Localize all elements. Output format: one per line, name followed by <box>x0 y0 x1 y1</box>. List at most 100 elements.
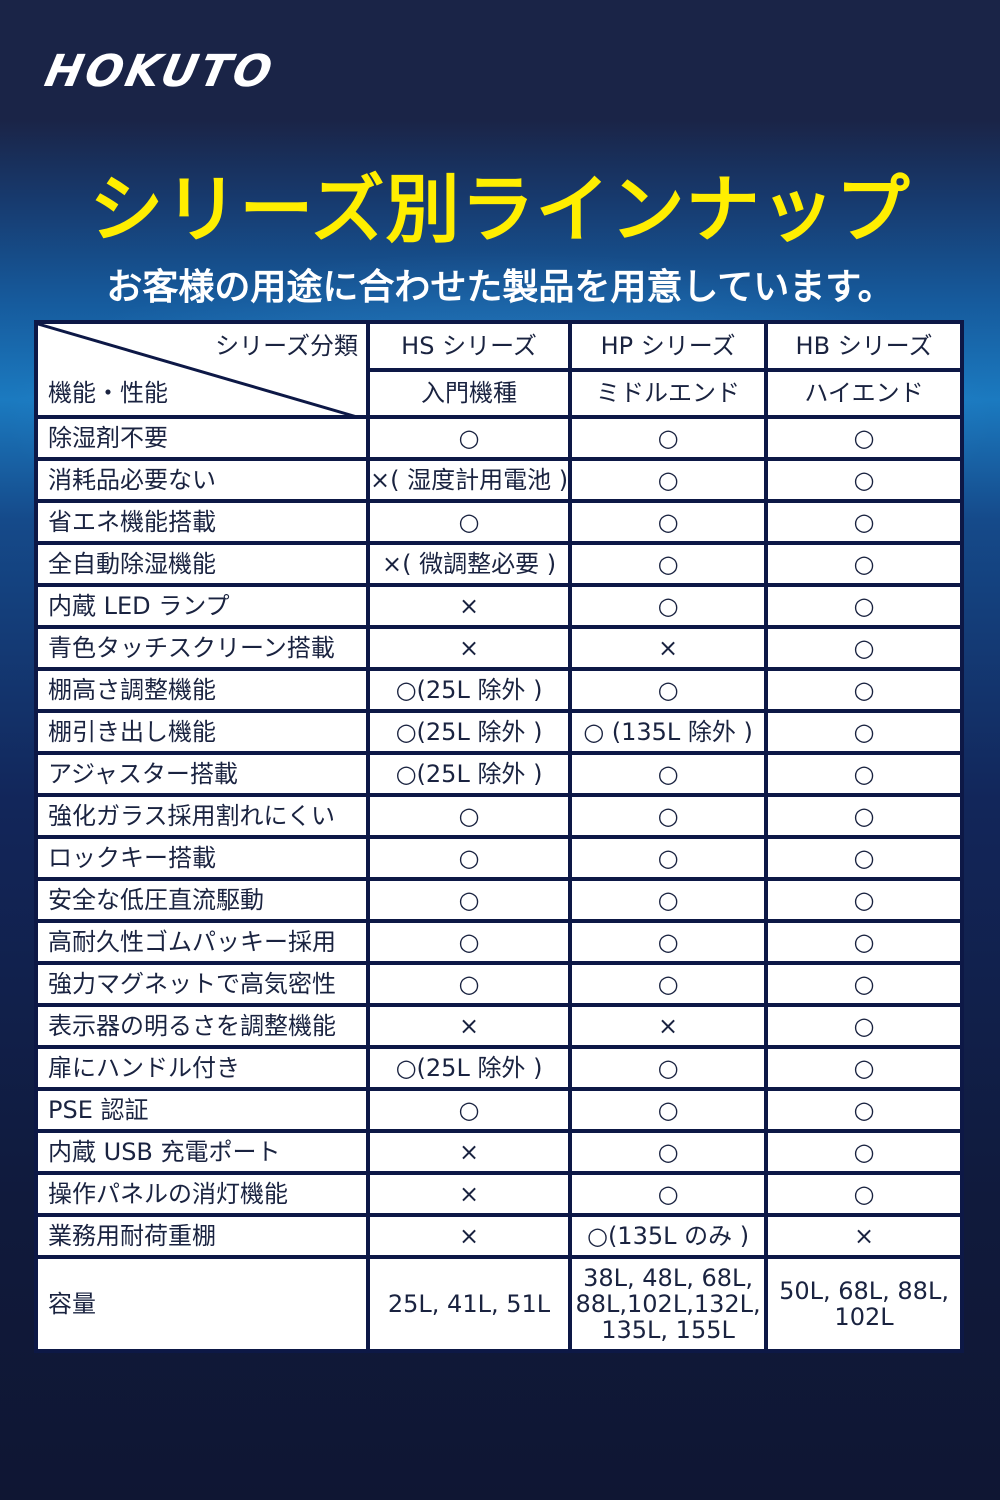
feature-cell: 扉にハンドル付き <box>34 1045 370 1091</box>
value-cell-hs: ○ <box>365 1087 573 1133</box>
feature-cell: アジャスター搭載 <box>34 751 370 797</box>
value-cell-hb: ○ <box>764 625 964 671</box>
feature-cell: ロックキー搭載 <box>34 835 370 881</box>
value-cell-hp: × <box>568 625 769 671</box>
value-cell-hs: × <box>365 1171 573 1217</box>
capacity-hp: 38L, 48L, 68L, 88L,102L,132L, 135L, 155L <box>568 1255 769 1353</box>
series-category-label: シリーズ分類 <box>215 332 358 360</box>
feature-cell: 操作パネルの消灯機能 <box>34 1171 370 1217</box>
series-comparison-table: シリーズ分類 機能・性能 HS シリーズ HP シリーズ HB シリーズ 入門機… <box>34 320 964 1353</box>
value-cell-hp: ○ <box>568 793 769 839</box>
value-cell-hb: ○ <box>764 1129 964 1175</box>
value-cell-hs: ○ <box>365 415 573 461</box>
value-cell-hs: ○ <box>365 961 573 1007</box>
table-row: 青色タッチスクリーン搭載 × × ○ <box>34 625 964 671</box>
value-cell-hs: ○ <box>365 793 573 839</box>
header-row-series: シリーズ分類 機能・性能 HS シリーズ HP シリーズ HB シリーズ <box>34 320 964 419</box>
page-title: シリーズ別ラインナップ <box>89 167 911 253</box>
value-cell-hp: ○ <box>568 1087 769 1133</box>
feature-cell: 高耐久性ゴムパッキー採用 <box>34 919 370 965</box>
table-row: 強化ガラス採用割れにくい ○ ○ ○ <box>34 793 964 839</box>
feature-cell: 青色タッチスクリーン搭載 <box>34 625 370 671</box>
value-cell-hp: ○ <box>568 541 769 587</box>
value-cell-hs: ○ <box>365 835 573 881</box>
corner-header-cell: シリーズ分類 機能・性能 <box>34 320 370 419</box>
value-cell-hb: ○ <box>764 1045 964 1091</box>
page-subtitle: お客様の用途に合わせた製品を用意しています。 <box>106 267 894 308</box>
feature-cell: 消耗品必要ない <box>34 457 370 503</box>
feature-cell: 内蔵 USB 充電ポート <box>34 1129 370 1175</box>
table-row: 高耐久性ゴムパッキー採用 ○ ○ ○ <box>34 919 964 965</box>
feature-cell: PSE 認証 <box>34 1087 370 1133</box>
value-cell-hs: ○ <box>365 499 573 545</box>
table-row: 内蔵 LED ランプ × ○ ○ <box>34 583 964 629</box>
capacity-label: 容量 <box>34 1255 370 1353</box>
value-cell-hb: ○ <box>764 583 964 629</box>
value-cell-hp: ○ <box>568 961 769 1007</box>
value-cell-hb: ○ <box>764 1171 964 1217</box>
value-cell-hs: × <box>365 1003 573 1049</box>
feature-cell: 安全な低圧直流駆動 <box>34 877 370 923</box>
capacity-hs: 25L, 41L, 51L <box>365 1255 573 1353</box>
value-cell-hs: ○ <box>365 919 573 965</box>
value-cell-hp: ○(135L のみ ) <box>568 1213 769 1259</box>
table-row: ロックキー搭載 ○ ○ ○ <box>34 835 964 881</box>
value-cell-hb: ○ <box>764 499 964 545</box>
value-cell-hs: ×( 微調整必要 ) <box>365 541 573 587</box>
feature-label: 機能・性能 <box>48 379 168 407</box>
value-cell-hs: × <box>365 1129 573 1175</box>
value-cell-hp: ○ <box>568 583 769 629</box>
value-cell-hp: ○ (135L 除外 ) <box>568 709 769 755</box>
table-row: 表示器の明るさを調整機能 × × ○ <box>34 1003 964 1049</box>
series-header-hs: HS シリーズ <box>365 320 573 372</box>
value-cell-hb: ○ <box>764 919 964 965</box>
value-cell-hp: ○ <box>568 877 769 923</box>
value-cell-hb: ○ <box>764 457 964 503</box>
value-cell-hp: × <box>568 1003 769 1049</box>
value-cell-hs: ○(25L 除外 ) <box>365 1045 573 1091</box>
table-row: 全自動除湿機能 ×( 微調整必要 ) ○ ○ <box>34 541 964 587</box>
value-cell-hb: ○ <box>764 1003 964 1049</box>
value-cell-hp: ○ <box>568 457 769 503</box>
table-row: 強力マグネットで高気密性 ○ ○ ○ <box>34 961 964 1007</box>
value-cell-hs: ×( 湿度計用電池 ) <box>365 457 573 503</box>
value-cell-hp: ○ <box>568 1171 769 1217</box>
feature-cell: 強化ガラス採用割れにくい <box>34 793 370 839</box>
table-row: 棚引き出し機能 ○(25L 除外 ) ○ (135L 除外 ) ○ <box>34 709 964 755</box>
table-row: 省エネ機能搭載 ○ ○ ○ <box>34 499 964 545</box>
table-row: 除湿剤不要 ○ ○ ○ <box>34 415 964 461</box>
value-cell-hs: × <box>365 625 573 671</box>
series-header-hb: HB シリーズ <box>764 320 964 372</box>
tier-hs: 入門機種 <box>365 367 573 419</box>
diagonal-divider <box>38 324 364 419</box>
tier-hp: ミドルエンド <box>568 367 769 419</box>
value-cell-hb: ○ <box>764 667 964 713</box>
table-row: 消耗品必要ない ×( 湿度計用電池 ) ○ ○ <box>34 457 964 503</box>
header-row-tier: 入門機種 ミドルエンド ハイエンド <box>36 367 964 419</box>
table-row: 棚高さ調整機能 ○(25L 除外 ) ○ ○ <box>34 667 964 713</box>
value-cell-hb: ○ <box>764 541 964 587</box>
table-row: 操作パネルの消灯機能 × ○ ○ <box>34 1171 964 1217</box>
value-cell-hb: × <box>764 1213 964 1259</box>
feature-cell: 全自動除湿機能 <box>34 541 370 587</box>
value-cell-hp: ○ <box>568 835 769 881</box>
feature-cell: 表示器の明るさを調整機能 <box>34 1003 370 1049</box>
table-row: 安全な低圧直流駆動 ○ ○ ○ <box>34 877 964 923</box>
capacity-hb: 50L, 68L, 88L, 102L <box>764 1255 964 1353</box>
value-cell-hb: ○ <box>764 415 964 461</box>
hokuto-logo: HOKUTO <box>40 46 280 97</box>
feature-cell: 棚高さ調整機能 <box>34 667 370 713</box>
feature-cell: 業務用耐荷重棚 <box>34 1213 370 1259</box>
value-cell-hb: ○ <box>764 1087 964 1133</box>
value-cell-hb: ○ <box>764 793 964 839</box>
value-cell-hp: ○ <box>568 499 769 545</box>
feature-cell: 省エネ機能搭載 <box>34 499 370 545</box>
series-header-hp: HP シリーズ <box>568 320 769 372</box>
value-cell-hp: ○ <box>568 751 769 797</box>
value-cell-hb: ○ <box>764 961 964 1007</box>
value-cell-hs: ○(25L 除外 ) <box>365 709 573 755</box>
feature-cell: 棚引き出し機能 <box>34 709 370 755</box>
feature-cell: 内蔵 LED ランプ <box>34 583 370 629</box>
value-cell-hs: ○(25L 除外 ) <box>365 751 573 797</box>
value-cell-hp: ○ <box>568 1129 769 1175</box>
